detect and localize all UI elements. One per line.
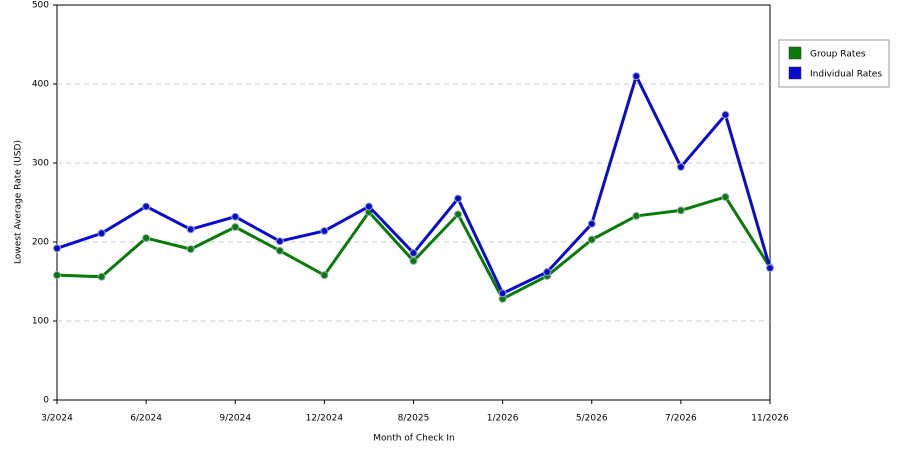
data-point <box>320 271 329 280</box>
y-tick-label: 0 <box>43 396 49 406</box>
y-tick-label: 300 <box>32 159 49 169</box>
data-point <box>275 246 284 255</box>
data-point <box>275 237 284 246</box>
legend-swatch <box>788 46 802 60</box>
data-point <box>721 192 730 201</box>
x-tick-label: 8/2025 <box>398 414 430 424</box>
y-tick-label: 200 <box>32 238 49 248</box>
data-point <box>587 235 596 244</box>
data-point <box>97 229 106 238</box>
data-point <box>409 249 418 258</box>
data-point <box>587 219 596 228</box>
y-tick-label: 400 <box>32 80 49 90</box>
x-tick-label: 6/2024 <box>130 414 162 424</box>
data-point <box>409 256 418 265</box>
plot-area <box>56 4 771 401</box>
x-axis-title: Month of Check In <box>373 434 455 444</box>
y-tick-label: 500 <box>32 1 49 11</box>
legend-swatch <box>788 66 802 80</box>
data-point <box>186 225 195 234</box>
data-point <box>364 202 373 211</box>
data-point <box>53 271 61 280</box>
data-point <box>676 162 685 171</box>
x-tick-label: 1/2026 <box>487 414 519 424</box>
legend-label: Individual Rates <box>810 70 882 80</box>
y-axis-title: Lowest Average Rate (USD) <box>14 140 24 264</box>
data-point <box>53 244 61 253</box>
x-tick-label: 12/2024 <box>306 414 344 424</box>
x-tick-label: 5/2026 <box>576 414 608 424</box>
data-point <box>721 110 730 119</box>
data-point <box>231 222 240 231</box>
data-point <box>231 212 240 221</box>
data-point <box>320 226 329 235</box>
x-tick-label: 3/2024 <box>41 414 73 424</box>
data-point <box>632 72 641 81</box>
data-point <box>498 289 507 298</box>
data-point <box>766 264 774 273</box>
x-tick-label: 11/2026 <box>751 414 789 424</box>
data-point <box>676 206 685 215</box>
y-tick-label: 100 <box>32 317 49 327</box>
data-point <box>454 210 463 219</box>
data-point <box>454 194 463 203</box>
data-point <box>632 211 641 220</box>
data-point <box>142 202 151 211</box>
data-point <box>142 234 151 243</box>
x-tick-label: 9/2024 <box>219 414 251 424</box>
data-point <box>97 272 106 281</box>
x-tick-label: 7/2026 <box>665 414 697 424</box>
legend-label: Group Rates <box>810 50 866 60</box>
data-point <box>186 245 195 254</box>
data-point <box>543 268 552 277</box>
